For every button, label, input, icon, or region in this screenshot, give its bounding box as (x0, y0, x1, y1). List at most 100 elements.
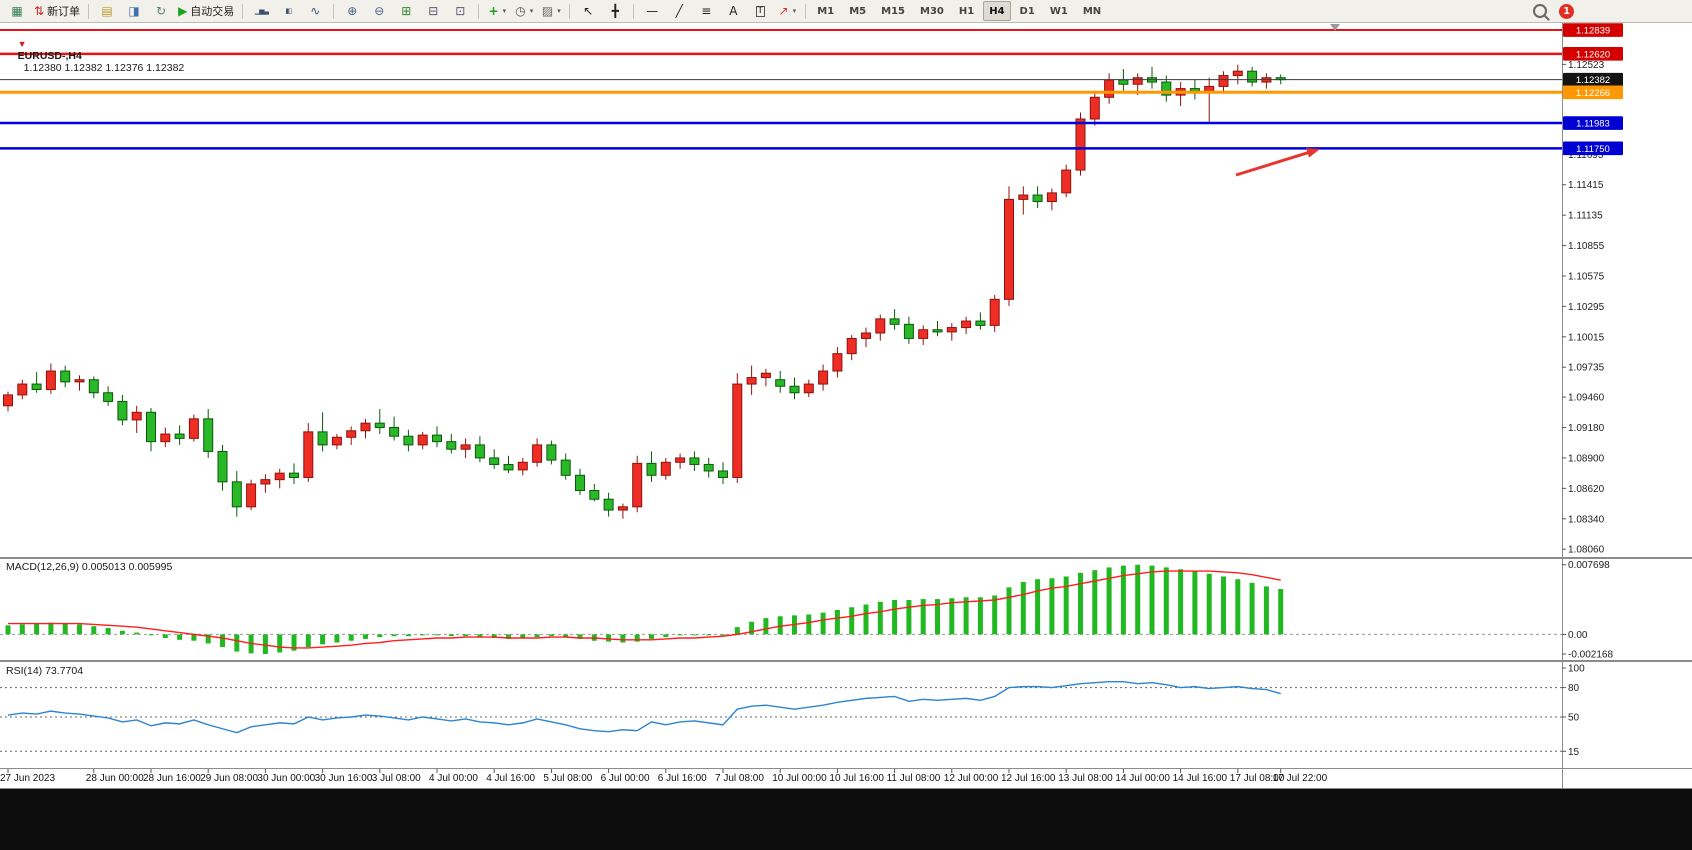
templates-icon: ▨ (541, 4, 554, 18)
search-icon[interactable] (1533, 4, 1547, 18)
dropdown-caret-icon: ▾ (529, 7, 534, 15)
timeframe-button-mn[interactable]: MN (1082, 5, 1102, 17)
candle (45, 370, 56, 390)
timeframe-button-w1[interactable]: W1 (1049, 5, 1068, 17)
trend-arrow-annotation[interactable] (1235, 149, 1313, 177)
rsi-axis-label: 80 (1568, 683, 1580, 694)
bar-chart-icon: ▁▅▃ (254, 6, 269, 15)
toolbar-buttons: ▦ ⇅ 新订单 ▤ ◨ ↻ ▶ 自动交易 ▁▅▃ ▮▯ ∿ ⊕ ⊖ ⊞ ⊟ ⊡ + ▾ ◷ ▾ ▨ ▾ ↖ ╋ — ╱ ≡ A T ↗ ▾ (4, 1, 810, 21)
text-button[interactable]: A (720, 1, 746, 21)
macd-axis-label: 0.00 (1568, 630, 1588, 641)
label-button[interactable]: T (747, 1, 773, 21)
timeframe-button-d1[interactable]: D1 (1019, 5, 1035, 17)
indicators-button[interactable]: + ▾ (484, 1, 510, 21)
timeframe-button-h4[interactable]: H4 (983, 1, 1011, 21)
new-order-button[interactable]: ⇅ 新订单 (31, 1, 83, 21)
time-axis-label: 6 Jul 16:00 (658, 773, 707, 784)
navigator-button[interactable]: ◨ (121, 1, 147, 21)
new-chart-icon: ▦ (11, 4, 23, 18)
candle (875, 318, 886, 334)
macd-signal-line (8, 570, 1281, 649)
candle (961, 320, 972, 329)
hline-button[interactable]: — (639, 1, 665, 21)
time-axis-label: 27 Jun 2023 (0, 773, 55, 784)
timeframe-button-m30[interactable]: M30 (920, 5, 944, 17)
cursor-button[interactable]: ↖ (575, 1, 601, 21)
navigator-icon: ◨ (128, 4, 140, 18)
macd-histogram (5, 564, 1284, 654)
periods-button[interactable]: ◷ ▾ (511, 1, 537, 21)
market-watch-button[interactable]: ▤ (94, 1, 120, 21)
rsi-line (7, 681, 1281, 734)
timeframe-button-h1[interactable]: H1 (958, 5, 975, 17)
toolbar-separator (633, 3, 635, 19)
price-tag (1563, 116, 1623, 130)
ohlc-values-text: 1.12380 1.12382 1.12376 1.12382 (23, 62, 185, 74)
candle (1075, 118, 1086, 171)
candle (689, 457, 700, 465)
time-axis-label: 10 Jul 16:00 (829, 773, 884, 784)
zoom-in-button[interactable]: ⊕ (339, 1, 365, 21)
candle (846, 337, 857, 355)
cascade-windows-button[interactable]: ⊟ (420, 1, 446, 21)
cascade-windows-icon: ⊟ (428, 4, 439, 18)
candle (103, 392, 114, 402)
time-axis-label: 7 Jul 08:00 (715, 773, 764, 784)
price-axis-label: 1.10575 (1568, 271, 1605, 282)
toolbar-separator (478, 3, 480, 19)
notification-badge[interactable]: 1 (1559, 3, 1574, 19)
time-axis-label: 12 Jul 16:00 (1001, 773, 1056, 784)
time-axis-label: 28 Jun 16:00 (143, 773, 201, 784)
chart-shift-marker[interactable] (1330, 24, 1340, 31)
refresh-button[interactable]: ↻ (148, 1, 174, 21)
hline-icon: — (646, 4, 659, 18)
time-axis-label: 4 Jul 00:00 (429, 773, 478, 784)
candle (1018, 194, 1029, 200)
timeframe-button-m15[interactable]: M15 (881, 5, 906, 17)
arrows-button[interactable]: ↗ ▾ (774, 1, 800, 21)
timeframe-button-m1[interactable]: M1 (817, 5, 835, 17)
candle (532, 444, 543, 463)
candle (203, 418, 214, 452)
candle (675, 457, 686, 463)
candle (932, 329, 943, 333)
price-axis-label: 1.11695 (1568, 150, 1604, 161)
trend-arrow-head (1306, 148, 1320, 158)
candle (289, 472, 299, 478)
candle (603, 498, 614, 511)
candle (217, 450, 228, 483)
fibonacci-icon: ≡ (701, 4, 712, 18)
candle (460, 444, 471, 450)
price-axis-label: 1.08900 (1568, 453, 1605, 464)
crosshair-button[interactable]: ╋ (602, 1, 628, 21)
timeframe-button-m5[interactable]: M5 (849, 5, 867, 17)
candle (832, 353, 843, 372)
candle (389, 427, 400, 437)
candle (117, 400, 128, 421)
fibonacci-button[interactable]: ≡ (693, 1, 719, 21)
candle (88, 379, 99, 394)
candle (918, 329, 929, 339)
time-axis-label: 5 Jul 08:00 (543, 773, 592, 784)
templates-button[interactable]: ▨ ▾ (538, 1, 564, 21)
line-chart-button[interactable]: ∿ (302, 1, 328, 21)
tile-windows-button[interactable]: ⊞ (393, 1, 419, 21)
price-axis-label: 1.08620 (1568, 484, 1605, 495)
tile-windows-icon: ⊞ (401, 4, 412, 18)
market-watch-icon: ▤ (101, 4, 113, 18)
candle-chart-icon: ▮▯ (285, 6, 292, 15)
candle (617, 506, 628, 511)
arrange-windows-button[interactable]: ⊡ (447, 1, 473, 21)
bar-chart-button[interactable]: ▁▅▃ (248, 1, 274, 21)
candle-chart-button[interactable]: ▮▯ (275, 1, 301, 21)
zoom-out-button[interactable]: ⊖ (366, 1, 392, 21)
autotrading-button[interactable]: ▶ 自动交易 (175, 1, 237, 21)
new-chart-button[interactable]: ▦ (4, 1, 30, 21)
price-axis-label: 1.12523 (1568, 60, 1605, 71)
macd-axis-label: 0.007698 (1568, 560, 1610, 571)
trendline-button[interactable]: ╱ (666, 1, 692, 21)
candle (660, 461, 671, 476)
arrows-icon: ↗ (778, 4, 789, 18)
time-axis-label: 11 Jul 08:00 (887, 773, 941, 784)
